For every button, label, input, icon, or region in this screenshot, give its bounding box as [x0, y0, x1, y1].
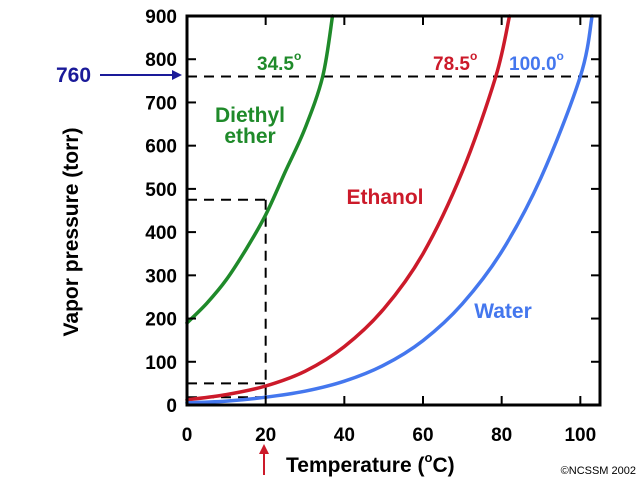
- series-label-water: Water: [474, 300, 532, 323]
- boiling-point-label-ether: 34.5o: [257, 49, 301, 75]
- y-tick-label: 500: [145, 180, 177, 201]
- series-label-diethyl-ether-line1: Diethyl: [215, 104, 285, 127]
- plot-frame: [185, 14, 602, 407]
- y-tick-label: 200: [145, 310, 177, 331]
- x-tick-label: 40: [334, 425, 355, 446]
- y-tick-label: 900: [145, 7, 177, 28]
- reference-pressure-label: 760: [56, 64, 91, 87]
- y-tick-label: 300: [145, 266, 177, 287]
- x-axis-label: Temperature (oC): [286, 450, 455, 477]
- x-tick-label: 100: [564, 425, 596, 446]
- x-tick-label: 80: [491, 425, 512, 446]
- series-label-ethanol: Ethanol: [347, 186, 424, 209]
- y-tick-label: 600: [145, 137, 177, 158]
- series-line-ethanol: [185, 14, 512, 402]
- axis-ticks: 0 100 200 300 400 500 600 700 800 900 0 20 40 60 80 100: [145, 7, 600, 446]
- x-tick-label: 0: [182, 425, 193, 446]
- boiling-point-label-water: 100.0o: [509, 49, 564, 75]
- y-tick-label: 700: [145, 93, 177, 114]
- y-axis-label: Vapor pressure (torr): [60, 128, 83, 337]
- y-tick-label: 0: [166, 396, 177, 417]
- copyright-credit: ©NCSSM 2002: [561, 465, 636, 477]
- boiling-point-label-ethanol: 78.5o: [433, 49, 477, 75]
- reference-lines: [187, 75, 600, 405]
- x-tick-label: 20: [255, 425, 276, 446]
- x-tick-label: 60: [412, 425, 433, 446]
- series-line-diethyl-ether: [185, 14, 335, 325]
- y-tick-label: 400: [145, 223, 177, 244]
- y-tick-label: 800: [145, 50, 177, 71]
- y-tick-label: 100: [145, 353, 177, 374]
- series-label-diethyl-ether-line2: ether: [224, 125, 275, 148]
